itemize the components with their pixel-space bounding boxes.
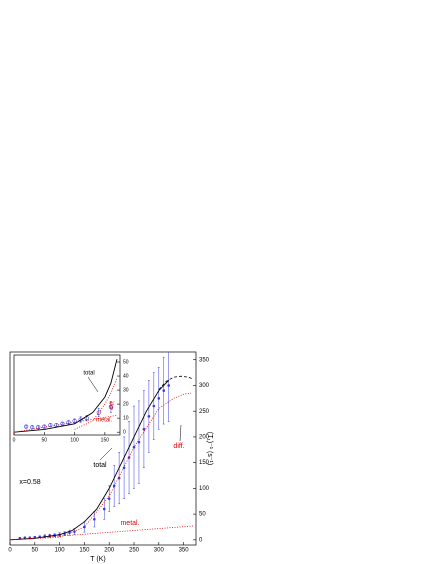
data-point (162, 389, 166, 392)
x-tick-label: 350 (179, 548, 190, 554)
x-tick-label: 0 (13, 437, 16, 443)
x-tick-label: 300 (154, 548, 165, 554)
annotation: x=0.58 (19, 479, 40, 486)
curve (14, 359, 118, 433)
annotation: metal. (96, 418, 113, 424)
pointer-arrow (87, 376, 99, 393)
data-point (66, 420, 71, 425)
data-point (107, 497, 111, 500)
y-tick-label: 50 (123, 359, 129, 365)
y-tick-label: 350 (199, 357, 210, 363)
data-point (152, 404, 156, 408)
pointer-arrow (179, 424, 182, 442)
data-point (48, 423, 53, 428)
annotation: metal. (120, 520, 139, 527)
y-tick-label: 20 (123, 401, 129, 407)
annotation: total (83, 371, 94, 377)
y-tick-label: 30 (123, 387, 129, 393)
x-tick-label: 100 (55, 548, 66, 554)
x-tick-label: 150 (79, 548, 90, 554)
data-point (142, 427, 146, 431)
data-point (108, 404, 114, 410)
curve (10, 525, 194, 541)
x-tick-label: 250 (129, 548, 140, 554)
data-point (93, 517, 96, 521)
data-point (147, 415, 151, 418)
curve (158, 375, 194, 390)
x-axis-label: T (K) (90, 556, 105, 563)
x-tick-label: 150 (101, 437, 110, 443)
y-tick-label: 250 (199, 409, 210, 415)
pointer-arrow (99, 447, 113, 461)
annotation: diff. (109, 400, 117, 411)
curve (74, 378, 118, 430)
x-tick-label: 50 (42, 437, 48, 443)
data-point (24, 424, 29, 429)
y-tick-label: 150 (199, 460, 210, 466)
x-tick-label: 0 (8, 548, 12, 554)
annotation: total (93, 462, 107, 469)
y-tick-label: 100 (199, 486, 210, 492)
y-tick-label: 10 (123, 415, 129, 421)
data-point (167, 384, 171, 387)
data-point (157, 397, 161, 400)
y-tick-label: 200 (199, 434, 210, 440)
x-tick-label: 200 (104, 548, 115, 554)
annotation: diff. (173, 443, 184, 450)
plot-area (10, 352, 194, 541)
data-point (102, 507, 106, 511)
y-tick-label: 50 (199, 512, 206, 518)
data-point (96, 410, 101, 415)
data-point (36, 425, 41, 430)
curve (10, 379, 170, 541)
y-tick-label: 0 (199, 537, 203, 543)
data-point (137, 440, 141, 444)
y-tick-label: 0 (123, 430, 126, 436)
y-axis-label: (T₁)⁻¹ (s⁻¹) (206, 432, 213, 465)
x-tick-label: 50 (31, 548, 38, 554)
plot-area (14, 359, 118, 433)
data-point (72, 418, 77, 424)
y-tick-label: 40 (123, 373, 129, 379)
y-tick-label: 300 (199, 383, 210, 389)
x-tick-label: 100 (70, 437, 79, 443)
curve (10, 392, 192, 541)
